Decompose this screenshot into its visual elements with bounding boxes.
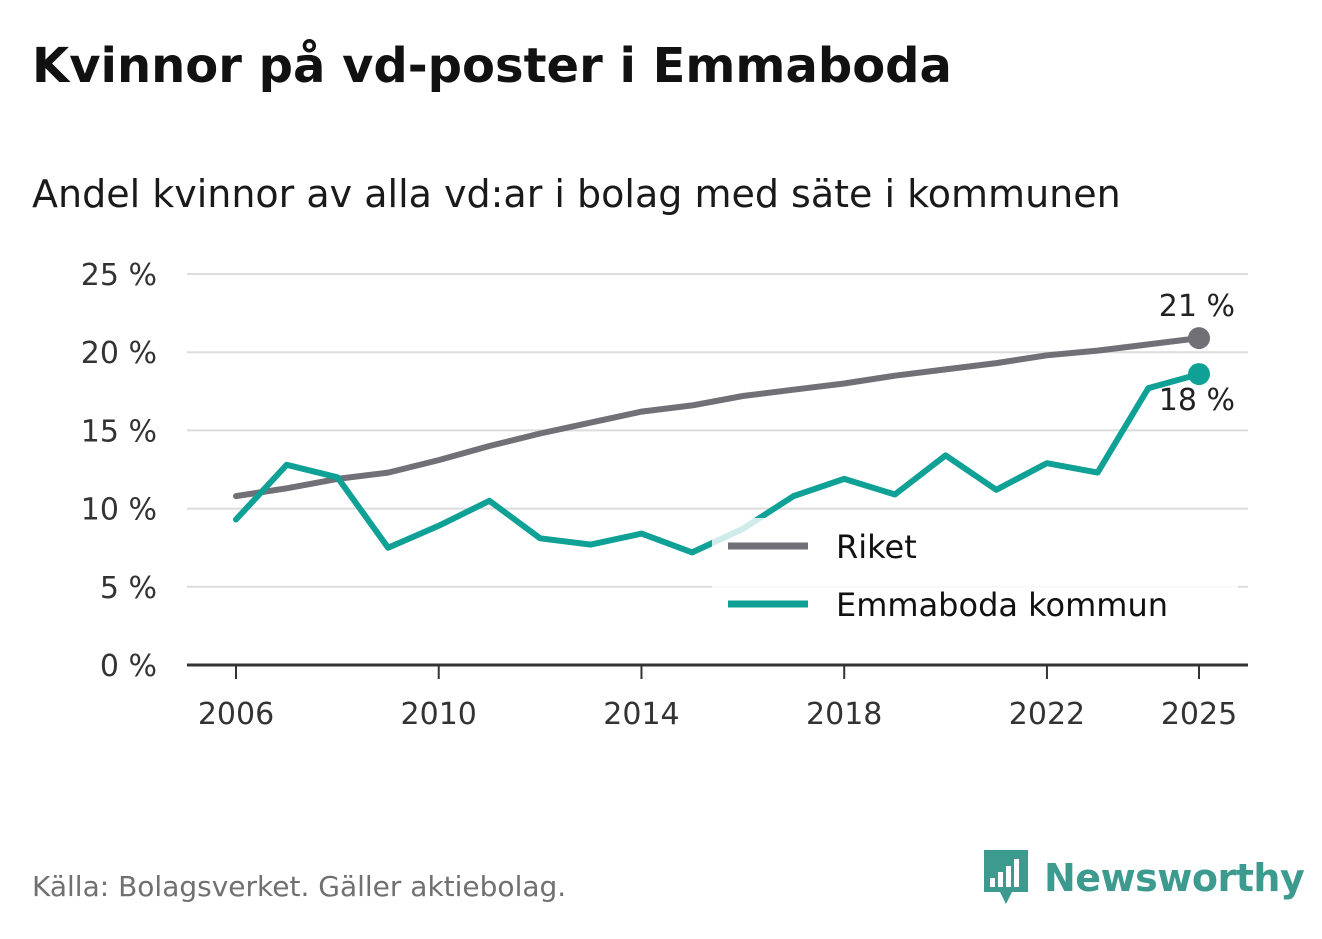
y-tick-label: 5 %	[100, 571, 157, 606]
legend: Riket Emmaboda kommun	[712, 518, 1238, 624]
x-tick-label: 2018	[806, 697, 882, 732]
brand-logo: Newsworthy	[982, 848, 1305, 908]
end-labels: 21 % 18 %	[1159, 289, 1235, 418]
x-tick-label: 2006	[198, 697, 274, 732]
y-tick-label: 10 %	[81, 493, 157, 528]
legend-label: Emmaboda kommun	[836, 586, 1168, 624]
x-tick-label: 2014	[603, 697, 679, 732]
x-tick-label: 2022	[1009, 697, 1085, 732]
y-tick-label: 15 %	[81, 414, 157, 449]
brand-name: Newsworthy	[1044, 856, 1305, 900]
end-point-marker	[1188, 327, 1210, 350]
end-point-marker	[1188, 363, 1210, 386]
x-axis: 2006 2010 2014 2018 2022 2025	[187, 663, 1248, 732]
chart-subtitle: Andel kvinnor av alla vd:ar i bolag med …	[32, 172, 1121, 216]
y-tick-label: 20 %	[81, 336, 157, 371]
y-tick-label: 0 %	[100, 649, 157, 684]
x-tick-label: 2010	[401, 697, 477, 732]
line-chart: 0 %5 %10 %15 %20 %25 % 2006 2010 2014 2018 2…	[81, 258, 1248, 732]
x-tick-label: 2025	[1161, 697, 1237, 732]
series-line-riket	[233, 335, 1202, 500]
end-value-label: 21 %	[1159, 289, 1235, 324]
chart-title: Kvinnor på vd-poster i Emmaboda	[32, 38, 952, 94]
newsworthy-logo-icon	[984, 850, 1028, 904]
end-value-label: 18 %	[1159, 383, 1235, 418]
legend-label: Riket	[836, 528, 917, 566]
y-tick-label: 25 %	[81, 258, 157, 293]
y-axis-tick-labels: 0 % 5 % 10 % 15 % 20 % 25 %	[81, 258, 157, 684]
source-note: Källa: Bolagsverket. Gäller aktiebolag.	[32, 870, 567, 903]
